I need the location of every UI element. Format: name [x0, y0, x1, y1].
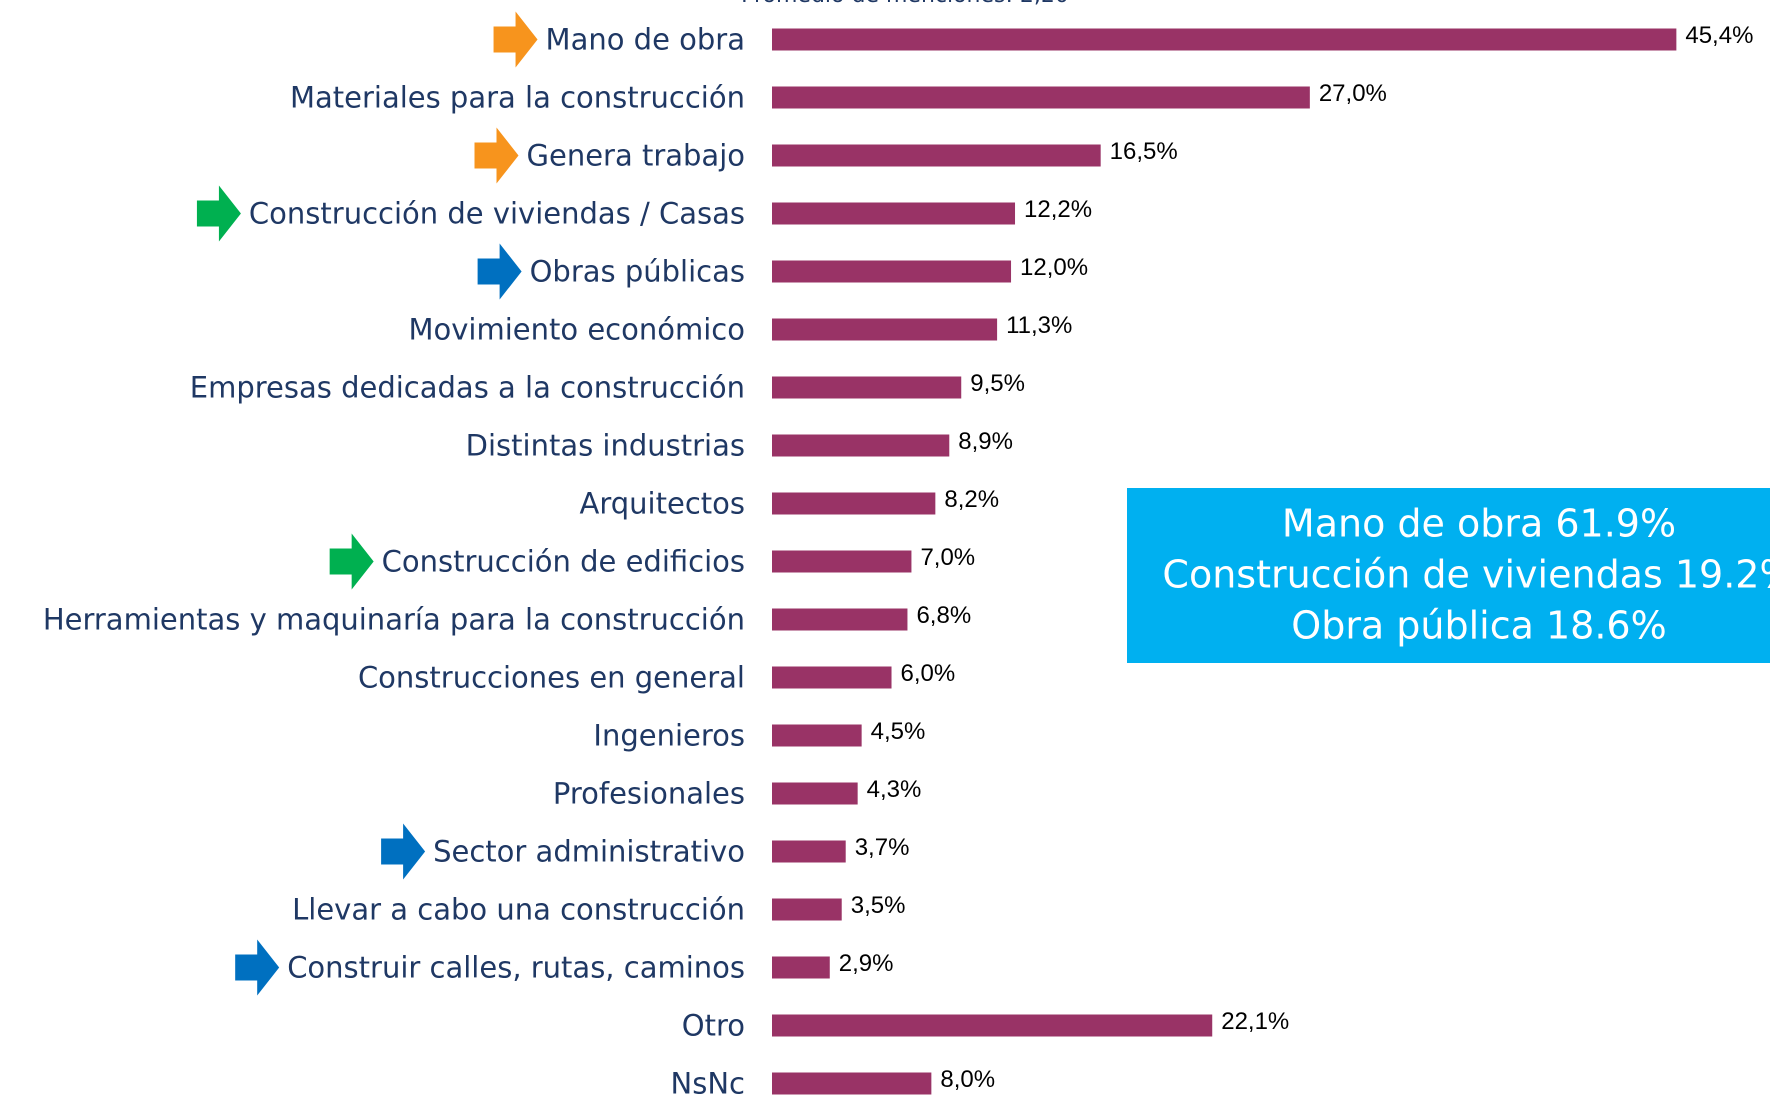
annotation-text: Construcción de viviendas 19.2%	[1162, 553, 1770, 597]
value-label: 22,1%	[1221, 1008, 1289, 1035]
bar	[772, 782, 858, 805]
value-label: 6,0%	[901, 660, 956, 687]
chart-subtitle: Promedio de menciones: 2,20	[741, 0, 1069, 8]
category-label: Genera trabajo	[527, 139, 746, 173]
category-label: Empresas dedicadas a la construcción	[190, 371, 745, 405]
annotation-text: Mano de obra 61.9%	[1282, 502, 1676, 546]
bar	[772, 376, 962, 399]
value-label: 27,0%	[1319, 80, 1387, 107]
value-label: 4,3%	[867, 776, 922, 803]
arrow-icon	[493, 11, 538, 68]
value-label: 8,2%	[944, 486, 999, 513]
value-label: 8,0%	[940, 1066, 995, 1093]
bar	[772, 840, 846, 863]
category-label: Materiales para la construcción	[290, 81, 745, 115]
bar	[772, 550, 912, 573]
value-label: 9,5%	[970, 370, 1025, 397]
bar	[772, 318, 998, 341]
category-label: Mano de obra	[546, 23, 745, 57]
value-label: 6,8%	[916, 602, 971, 629]
category-label: Construcciones en general	[358, 661, 745, 695]
annotation-box	[1127, 488, 1770, 663]
value-label: 3,7%	[855, 834, 910, 861]
bar	[772, 28, 1677, 51]
category-label: Arquitectos	[580, 487, 745, 521]
bar	[772, 260, 1012, 283]
value-label: 11,3%	[1006, 312, 1072, 339]
category-label: Herramientas y maquinaría para la constr…	[43, 603, 745, 637]
bar	[772, 86, 1310, 109]
category-label: Otro	[682, 1009, 745, 1043]
value-label: 2,9%	[839, 950, 894, 977]
category-label: Construir calles, rutas, caminos	[287, 951, 745, 985]
arrow-icon	[196, 185, 241, 242]
category-label: Profesionales	[553, 777, 745, 811]
value-label: 12,2%	[1024, 196, 1092, 223]
arrow-icon	[474, 127, 519, 184]
value-label: 45,4%	[1685, 22, 1753, 49]
value-label: 8,9%	[958, 428, 1013, 455]
bar	[772, 898, 842, 921]
bar	[772, 608, 908, 631]
category-label: Ingenieros	[593, 719, 745, 753]
category-label: Sector administrativo	[433, 835, 745, 869]
category-label: Obras públicas	[530, 255, 745, 289]
bar	[772, 1014, 1213, 1037]
bar	[772, 1072, 932, 1095]
arrow-icon	[381, 823, 426, 880]
arrow-icon	[477, 243, 522, 300]
bar	[772, 724, 862, 747]
value-label: 4,5%	[871, 718, 926, 745]
bar	[772, 144, 1101, 167]
bar	[772, 666, 892, 689]
arrow-icon	[329, 533, 374, 590]
annotation-text: Obra pública 18.6%	[1291, 604, 1666, 648]
bar	[772, 492, 936, 515]
category-label: Distintas industrias	[466, 429, 745, 463]
value-label: 12,0%	[1020, 254, 1088, 281]
value-label: 7,0%	[920, 544, 975, 571]
bar	[772, 434, 950, 457]
value-label: 3,5%	[851, 892, 906, 919]
category-label: Construcción de edificios	[382, 545, 745, 579]
bar	[772, 202, 1016, 225]
category-label: Llevar a cabo una construcción	[292, 893, 745, 927]
bar	[772, 956, 830, 979]
category-label: Construcción de viviendas / Casas	[249, 197, 745, 231]
arrow-icon	[235, 939, 280, 996]
value-label: 16,5%	[1110, 138, 1178, 165]
category-label: NsNc	[671, 1067, 745, 1099]
category-label: Movimiento económico	[409, 313, 746, 347]
